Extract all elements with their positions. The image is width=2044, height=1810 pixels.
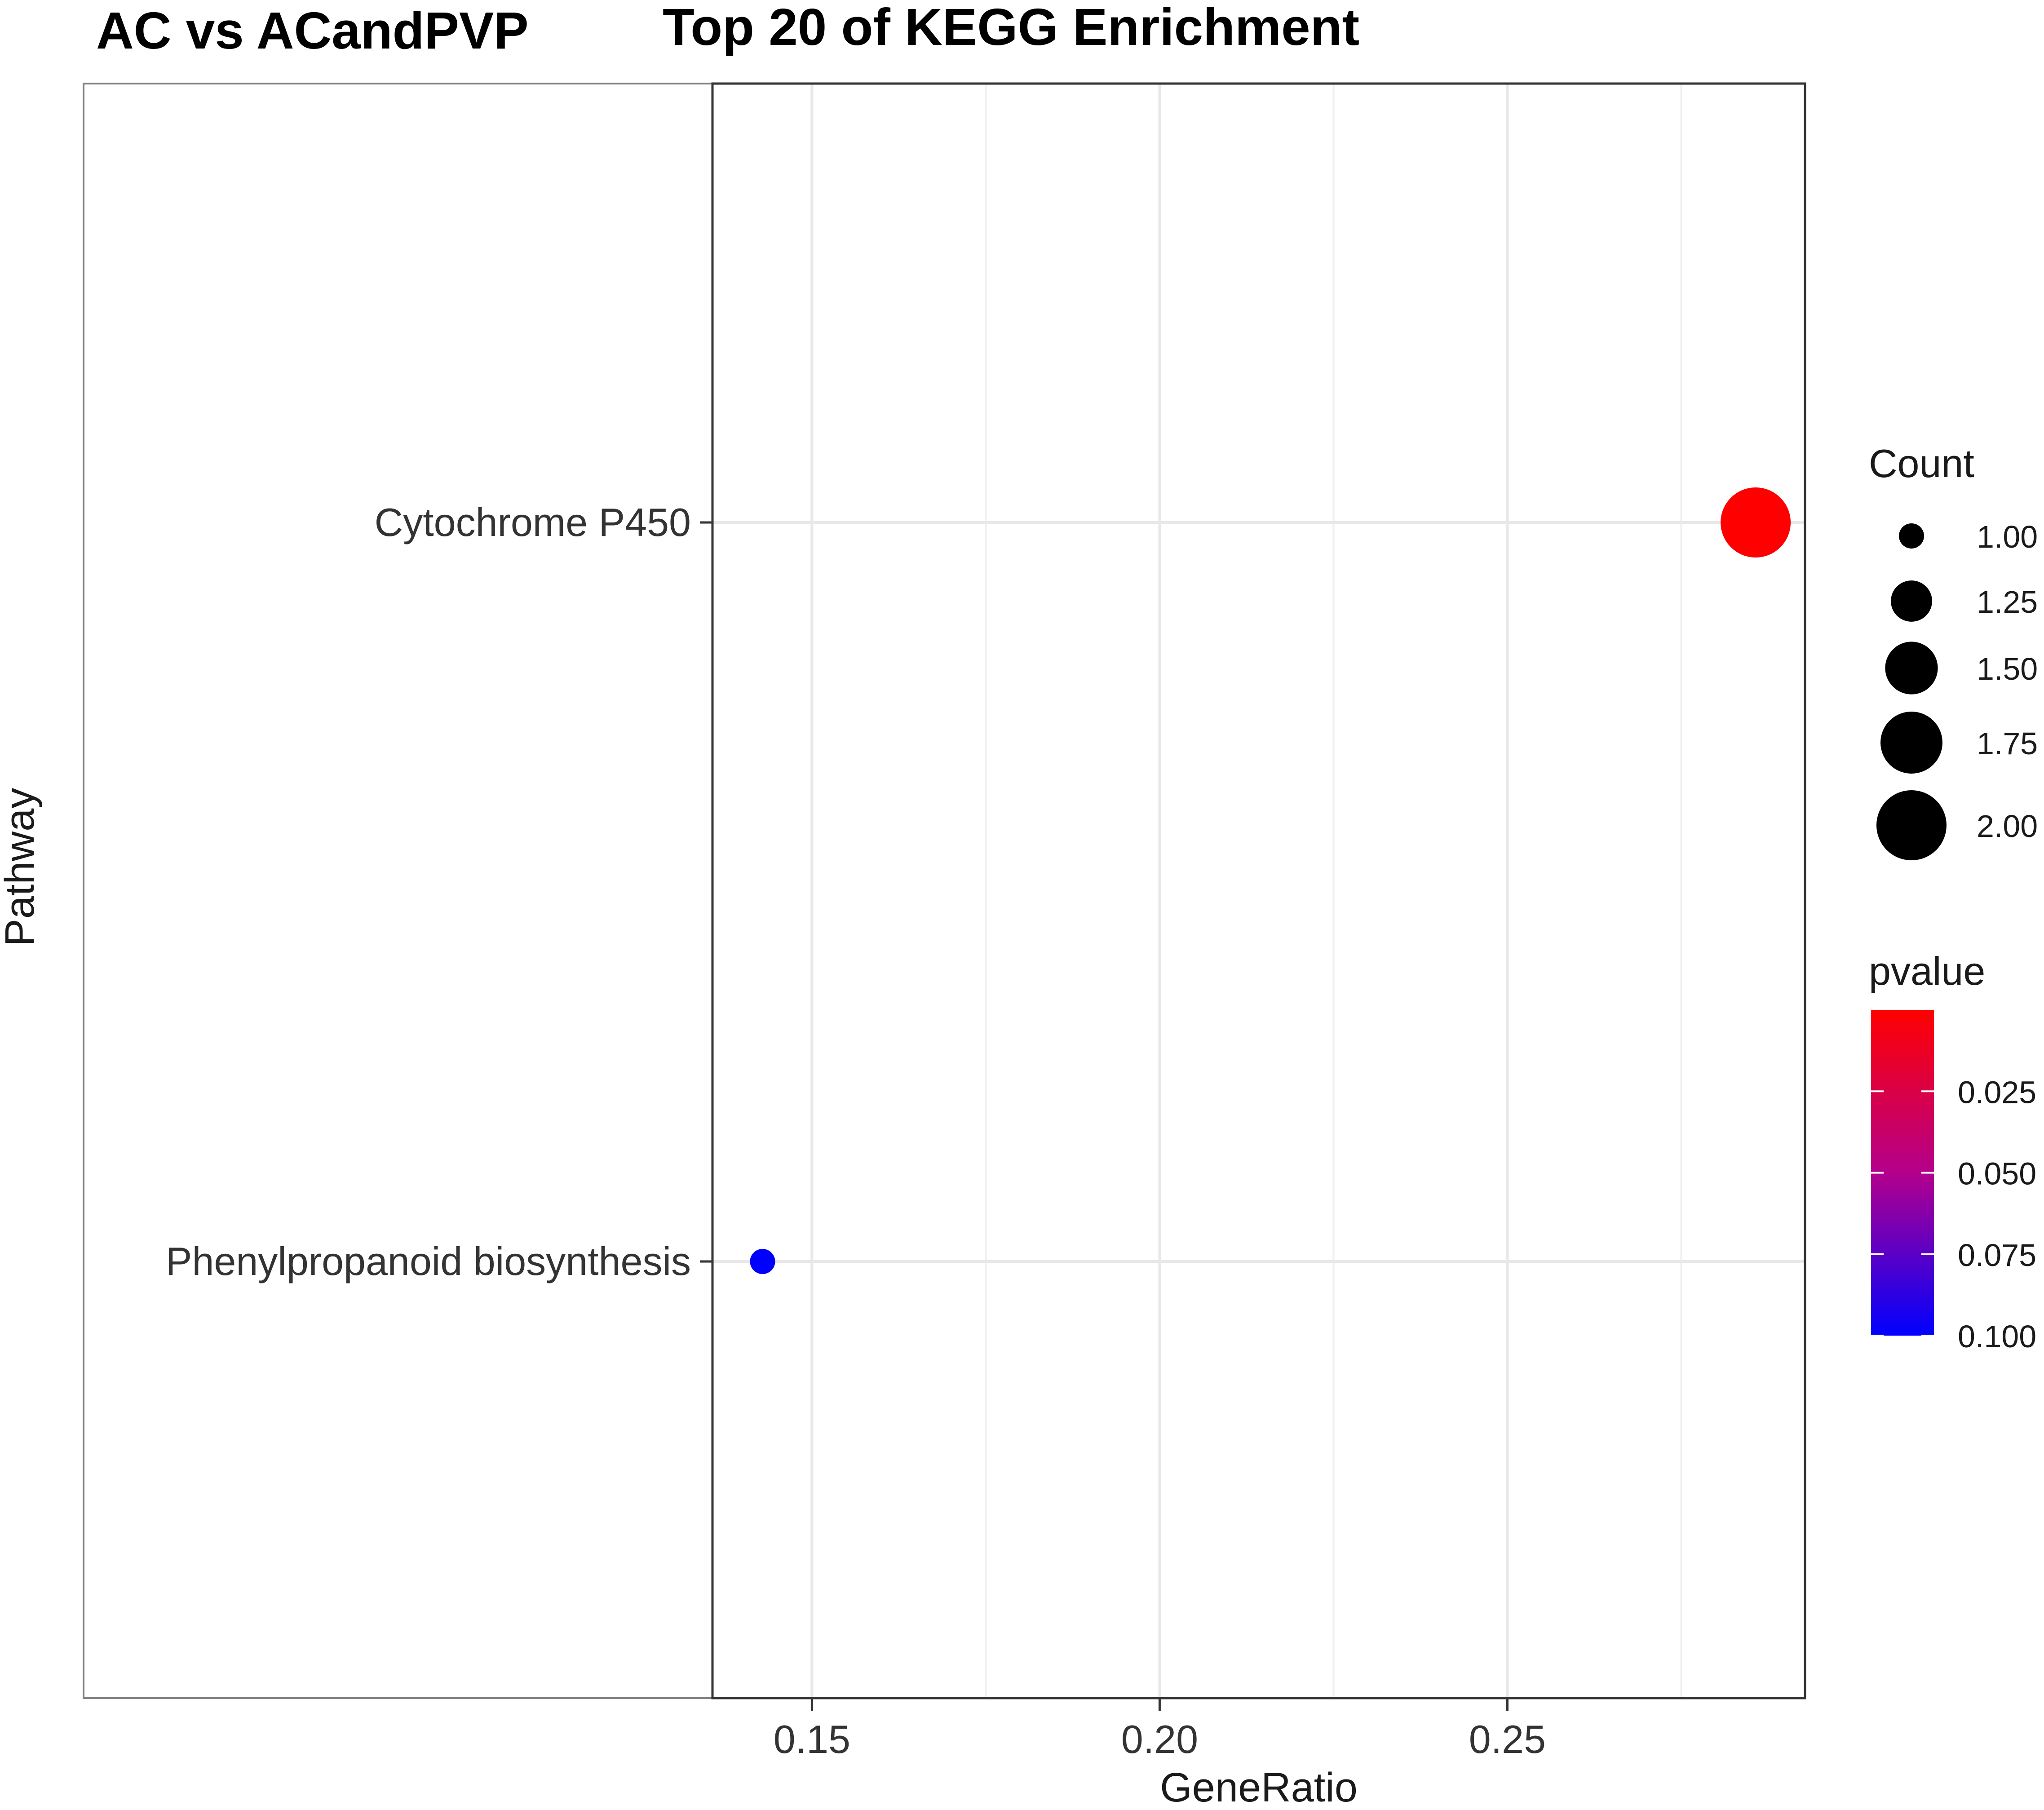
- count-legend-label: 2.00: [1977, 809, 2038, 844]
- data-point: [1721, 487, 1791, 558]
- count-legend: Count 1.00 1.25 1.50 1.75 2.00: [1869, 441, 2038, 860]
- chart-title: Top 20 of KEGG Enrichment: [663, 0, 1359, 56]
- panel-border: [711, 82, 1806, 1699]
- pvalue-tick-label: 0.050: [1958, 1156, 2036, 1191]
- count-legend-label: 1.50: [1977, 651, 2038, 686]
- count-legend-label: 1.25: [1977, 584, 2038, 620]
- count-legend-title: Count: [1869, 441, 1974, 486]
- x-axis-title: GeneRatio: [1160, 1765, 1358, 1810]
- comparison-label: AC vs ACandPVP: [96, 1, 529, 60]
- count-legend-key: [1876, 790, 1947, 860]
- plot-area: [711, 82, 1806, 1699]
- pvalue-tick-label: 0.025: [1958, 1075, 2036, 1110]
- count-legend-key: [1891, 580, 1932, 622]
- count-legend-label: 1.00: [1977, 519, 2038, 554]
- count-legend-items: 1.00 1.25 1.50 1.75 2.00: [1876, 519, 2038, 860]
- x-axis: 0.15 0.20 0.25: [774, 1698, 1546, 1761]
- count-legend-key: [1885, 642, 1938, 695]
- y-tick-label: Phenylpropanoid biosynthesis: [166, 1239, 691, 1283]
- pvalue-tick-label: 0.075: [1958, 1238, 2036, 1273]
- y-axis: Phenylpropanoid biosynthesis Cytochrome P…: [166, 500, 712, 1283]
- x-tick-label: 0.25: [1469, 1717, 1546, 1761]
- gridlines: [712, 84, 1805, 1698]
- y-tick-label: Cytochrome P450: [375, 500, 691, 544]
- pvalue-legend: pvalue 0.025 0.050 0.075 0.100: [1869, 949, 2036, 1354]
- data-points: [750, 487, 1791, 1274]
- count-legend-key: [1899, 523, 1924, 549]
- x-tick-label: 0.20: [1121, 1717, 1198, 1761]
- pvalue-legend-ticks: 0.025 0.050 0.075 0.100: [1871, 1075, 2036, 1354]
- pvalue-tick-label: 0.100: [1958, 1319, 2036, 1354]
- data-point: [750, 1249, 775, 1274]
- panel-background: [712, 84, 1805, 1698]
- y-axis-title: Pathway: [0, 788, 43, 947]
- count-legend-label: 1.75: [1977, 726, 2038, 761]
- x-tick-label: 0.15: [774, 1717, 850, 1761]
- count-legend-key: [1880, 712, 1942, 774]
- pvalue-legend-title: pvalue: [1869, 949, 1985, 993]
